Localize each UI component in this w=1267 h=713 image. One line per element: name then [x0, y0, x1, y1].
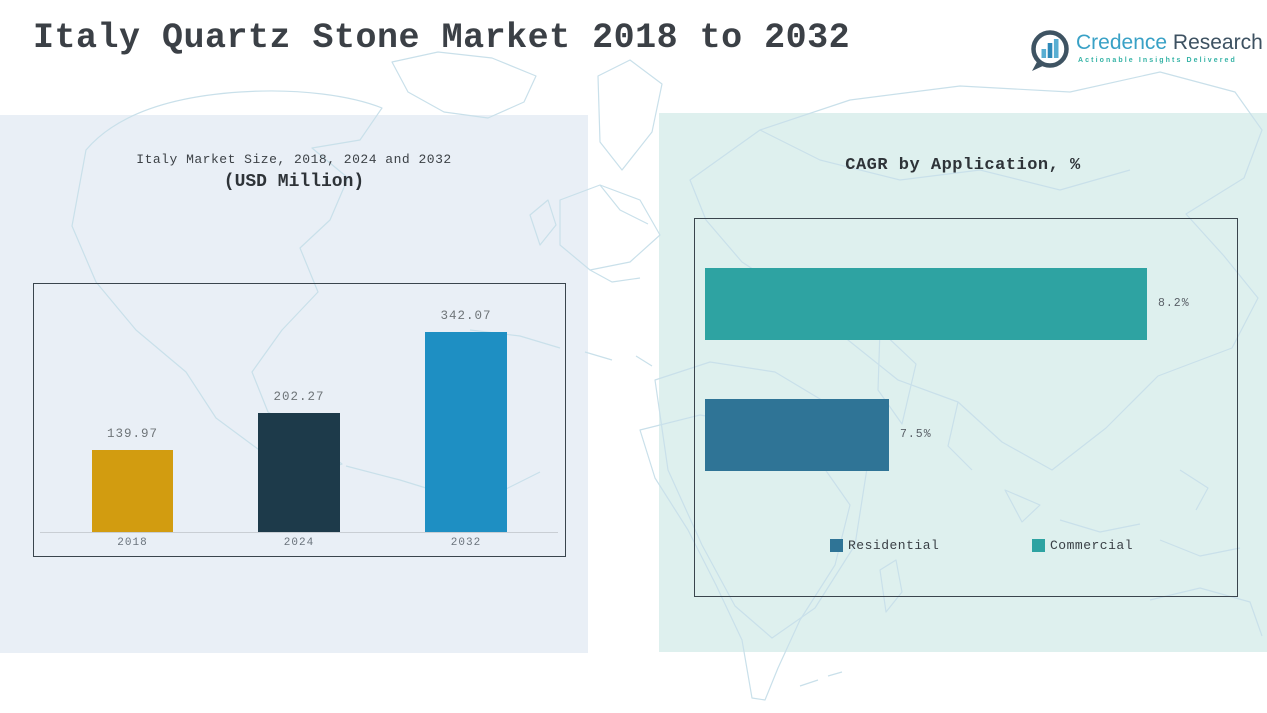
legend-label-commercial: Commercial: [1050, 538, 1134, 553]
bar-2032: [425, 332, 507, 532]
x-tick-2032: 2032: [450, 537, 482, 549]
right-chart-title: CAGR by Application, %: [845, 156, 1081, 175]
bar-value-label-residential: 7.5%: [900, 428, 932, 441]
left-chart-title: Italy Market Size, 2018, 2024 and 2032: [136, 152, 452, 167]
brand-name-secondary: Research: [1167, 31, 1263, 54]
right-chart-legend: Residential Commercial: [694, 538, 1236, 560]
bar-residential: [705, 399, 889, 471]
brand-name-primary: Credence: [1076, 31, 1168, 54]
legend-swatch-commercial: [1032, 539, 1045, 552]
left-chart-subtitle: (USD Million): [223, 172, 365, 192]
left-chart-plot-frame: [33, 283, 566, 557]
legend-swatch-residential: [830, 539, 843, 552]
x-tick-2018: 2018: [117, 537, 148, 549]
x-tick-2024: 2024: [283, 537, 315, 549]
bar-2024: [258, 413, 340, 532]
bar-commercial: [705, 268, 1147, 340]
bar-value-label-2024: 202.27: [273, 390, 325, 404]
right-chart-plot-frame: [694, 218, 1238, 597]
bar-value-label-commercial: 8.2%: [1158, 297, 1190, 310]
left-chart-x-axis-line: [40, 532, 558, 533]
bar-2018: [92, 450, 173, 532]
bar-chart-bubble-icon: [1031, 30, 1069, 71]
brand-name: Credence Research: [1076, 31, 1263, 55]
legend-label-residential: Residential: [848, 538, 940, 553]
brand-logo: Credence Research Actionable Insights De…: [1026, 26, 1263, 76]
bar-value-label-2018: 139.97: [106, 427, 158, 441]
bar-value-label-2032: 342.07: [440, 309, 492, 323]
page-title: Italy Quartz Stone Market 2018 to 2032: [33, 18, 851, 58]
brand-tagline: Actionable Insights Delivered: [1078, 57, 1237, 64]
